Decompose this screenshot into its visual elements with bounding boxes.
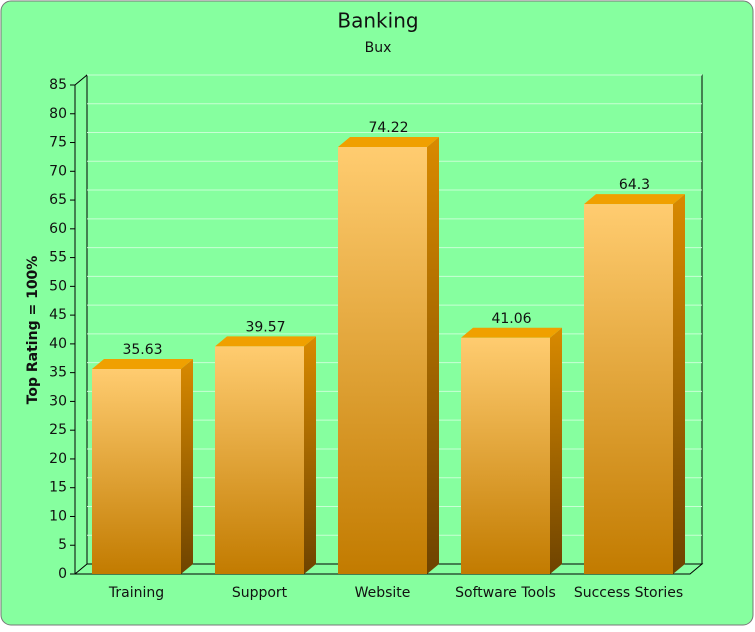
y-tick-label: 80 [49,106,67,122]
bar-side [673,194,685,574]
y-tick-label: 75 [49,135,67,151]
bar [338,147,427,574]
y-tick-label: 35 [49,365,67,381]
x-tick-label: Support [232,585,288,601]
bar-top [461,327,562,338]
chart-subtitle: Bux [365,40,392,56]
y-tick-label: 15 [49,480,67,496]
bar [92,369,181,574]
y-tick-label: 25 [49,422,67,438]
bar [584,204,673,574]
bar-side [181,359,193,574]
bar-top [215,336,316,347]
bar-top [584,194,685,205]
y-tick-label: 10 [49,508,67,524]
bar-top [92,359,193,370]
x-tick-label: Training [108,585,164,601]
value-label: 74.22 [368,120,408,136]
y-tick-label: 20 [49,451,67,467]
y-tick-label: 45 [49,307,67,323]
y-tick-label: 60 [49,221,67,237]
x-tick-label: Software Tools [455,585,556,601]
bar [215,346,304,574]
y-tick-label: 50 [49,278,67,294]
depth-edge [74,74,88,86]
y-tick-label: 0 [58,566,67,582]
y-tick-label: 85 [49,77,67,93]
bar [461,337,550,574]
value-label: 39.57 [245,319,285,335]
chart-title: Banking [337,9,418,33]
y-tick-label: 5 [58,537,67,553]
value-label: 35.63 [122,342,162,358]
y-tick-label: 40 [49,336,67,352]
bar-side [550,327,562,574]
bar-top [338,137,439,148]
value-label: 41.06 [491,311,531,327]
y-tick-label: 55 [49,250,67,266]
bar-side [304,336,316,574]
x-tick-label: Success Stories [574,585,683,601]
y-tick-label: 30 [49,393,67,409]
value-label: 64.3 [619,177,650,193]
x-tick-label: Website [355,585,411,601]
bar-side [427,137,439,574]
y-tick-label: 65 [49,192,67,208]
y-tick-label: 70 [49,163,67,179]
y-axis-label: Top Rating = 100% [25,256,41,405]
